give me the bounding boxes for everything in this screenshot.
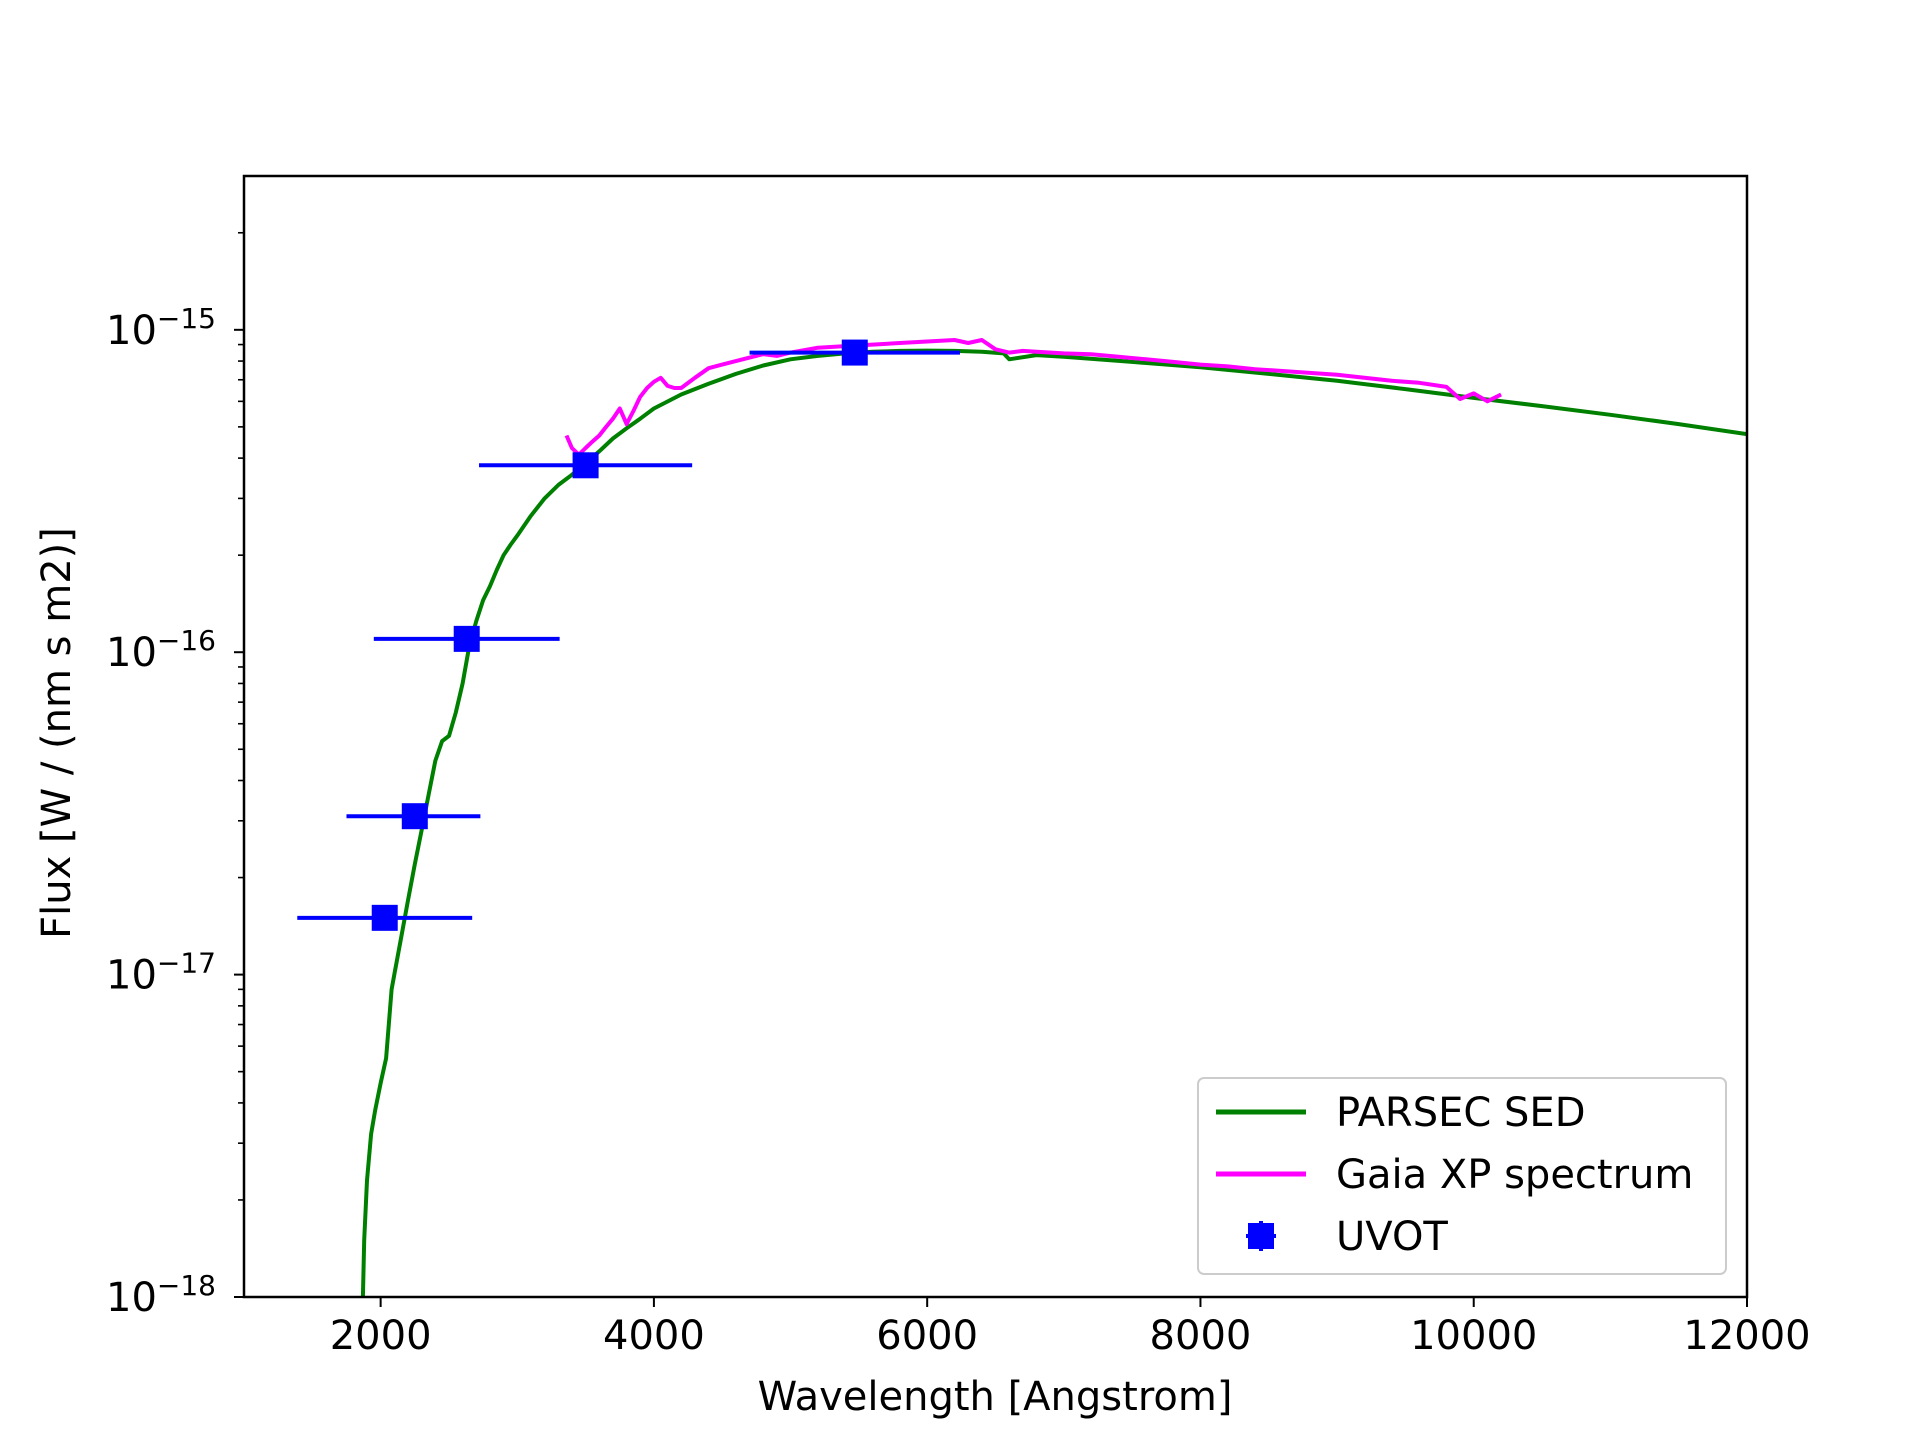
y-tick-label-1: 10−17 — [106, 947, 216, 999]
legend-swatch-uvot — [1246, 1221, 1276, 1251]
legend: PARSEC SED Gaia XP spectrum UVOT — [1197, 1077, 1727, 1275]
y-axis: 10−18 10−17 10−16 10−15 — [106, 231, 244, 1321]
y-axis-title: Flux [W / (nm s m2)] — [34, 527, 80, 939]
x-tick-label-8000: 8000 — [1150, 1313, 1252, 1359]
y-tick-label-2: 10−16 — [106, 624, 216, 676]
legend-frame — [1197, 1077, 1727, 1275]
legend-label-gaia: Gaia XP spectrum — [1336, 1152, 1693, 1198]
legend-uvot-marker — [1248, 1223, 1274, 1249]
plot-frame — [242, 174, 1749, 1299]
uvot-point-2 — [453, 625, 480, 652]
legend-label-uvot: UVOT — [1336, 1214, 1448, 1260]
uvot-point-1 — [401, 803, 428, 830]
x-tick-label-6000: 6000 — [876, 1313, 978, 1359]
series-errorbars-uvot — [297, 339, 960, 931]
uvot-point-3 — [572, 452, 599, 479]
y-tick-label-3: 10−15 — [106, 302, 216, 354]
uvot-point-4 — [841, 339, 868, 366]
x-axis: 2000 4000 6000 8000 10000 12000 — [330, 1297, 1811, 1359]
series-line-gaia-xp-spectrum — [564, 338, 1502, 457]
uvot-point-0 — [371, 904, 398, 931]
x-tick-label-10000: 10000 — [1410, 1313, 1537, 1359]
x-axis-title: Wavelength [Angstrom] — [758, 1374, 1233, 1420]
x-tick-label-2000: 2000 — [330, 1313, 432, 1359]
x-tick-label-4000: 4000 — [603, 1313, 705, 1359]
legend-label-parsec: PARSEC SED — [1336, 1090, 1586, 1136]
x-tick-label-12000: 12000 — [1683, 1313, 1810, 1359]
y-tick-label-0: 10−18 — [106, 1269, 216, 1321]
plot-layer — [297, 338, 1747, 1297]
